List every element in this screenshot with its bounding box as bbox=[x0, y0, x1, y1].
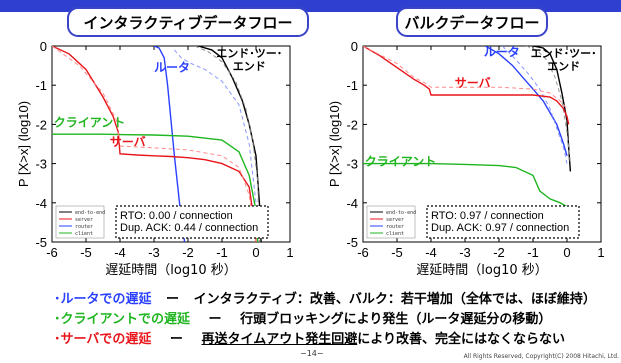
chart-title: インタラクティブデータフロー bbox=[83, 14, 292, 32]
chart-title-box bbox=[67, 7, 309, 37]
bullet-router-prefix: ･ルータでの遅延 bbox=[54, 292, 152, 307]
x-tick-label: -5 bbox=[80, 245, 92, 260]
annotation-label: ルータ bbox=[154, 60, 190, 74]
x-tick-label: -3 bbox=[148, 245, 160, 260]
page-number: −14− bbox=[300, 349, 324, 358]
legend-label: server bbox=[75, 217, 93, 223]
x-tick-label: -4 bbox=[114, 245, 126, 260]
stats-line: Dup. ACK: 0.97 / connection bbox=[431, 222, 569, 234]
x-tick-label: -3 bbox=[459, 245, 471, 260]
annotation-label: サーバ bbox=[110, 135, 146, 149]
x-tick-label: -2 bbox=[493, 245, 505, 260]
x-tick-label: -1 bbox=[527, 245, 539, 260]
bullet-router-text: インタラクティブ：改善、バルク：若干増加（全体では、ほぼ維持） bbox=[193, 292, 596, 307]
x-tick-label: 0 bbox=[252, 245, 259, 260]
bullet-client-prefix: ･クライアントでの遅延 bbox=[54, 312, 190, 327]
legend-label: client bbox=[75, 231, 93, 237]
bullet-server: ･サーバでの遅延 ー 再送タイムアウト発生回避により改善、完全にはなくならない bbox=[54, 330, 614, 350]
bullet-list: ･ルータでの遅延 ー インタラクティブ：改善、バルク：若干増加（全体では、ほぼ維… bbox=[54, 290, 614, 350]
annotation-label: ルータ bbox=[484, 45, 520, 59]
bullet-server-dash: ー bbox=[169, 332, 183, 347]
series-group bbox=[52, 46, 262, 242]
x-axis-label: 遅延時間（log10 秒） bbox=[105, 263, 237, 278]
series-line-client bbox=[363, 162, 568, 208]
y-tick-label: -4 bbox=[35, 196, 47, 211]
annotation-label: サーバ bbox=[455, 76, 491, 90]
y-tick-label: -1 bbox=[346, 78, 358, 93]
chart-panel-interactive: インタラクティブデータフロー -6 -5 -4 -3 -2 -1 0 1 0 -1 -2 -3 -4 -5 遅… bbox=[0, 6, 310, 278]
stats-box bbox=[426, 205, 580, 239]
stats-box bbox=[115, 205, 269, 239]
annotation-label: クライアント bbox=[54, 115, 126, 129]
x-tick-label: -5 bbox=[391, 245, 403, 260]
x-tick-label: -6 bbox=[46, 245, 58, 260]
bullet-server-prefix: ･サーバでの遅延 bbox=[54, 332, 152, 347]
plot-frame bbox=[362, 45, 602, 243]
bullet-client-text: 行頭ブロッキングにより発生（ルータ遅延分の移動） bbox=[240, 312, 552, 327]
y-tick-label: -5 bbox=[346, 235, 358, 250]
series-line-client bbox=[52, 133, 259, 242]
y-tick-label: -1 bbox=[35, 78, 47, 93]
bullet-server-text: により改善、完全にはなくならない bbox=[357, 332, 565, 347]
y-axis-label: P [X>x] (log10) bbox=[327, 101, 342, 187]
annotation-end-to-end: エンド bbox=[547, 60, 580, 73]
y-tick-label: 0 bbox=[40, 39, 47, 54]
series-line-router bbox=[174, 49, 257, 203]
chart-svg: バルクデータフロー-6 -5 -4 -3 -2 -1 0 10-1-2-3-4-5遅延時間（l… bbox=[327, 7, 605, 278]
x-axis-label: 遅延時間（log10 秒） bbox=[416, 263, 548, 278]
stats-line: Dup. ACK: 0.44 / connection bbox=[120, 222, 258, 234]
x-tick-label: 1 bbox=[286, 245, 293, 260]
stats-line: RTO: 0.00 / connection bbox=[120, 210, 233, 222]
bullet-router-dash: ー bbox=[166, 292, 180, 307]
y-tick-label: 0 bbox=[351, 39, 358, 54]
x-tick-label: -2 bbox=[182, 245, 194, 260]
series-line-server bbox=[363, 46, 568, 110]
y-tick-label: -5 bbox=[35, 235, 47, 250]
x-tick-label: -4 bbox=[425, 245, 437, 260]
annotation-end-to-end: エンド bbox=[233, 60, 266, 73]
annotation-end-to-end: エンド･ツー･ bbox=[531, 47, 597, 60]
x-tick-label: 0 bbox=[563, 245, 570, 260]
y-axis-label: P [X>x] (log10) bbox=[16, 101, 31, 187]
copyright: All Rights Reserved, Copyright(C) 2008 H… bbox=[463, 353, 619, 360]
bullet-router: ･ルータでの遅延 ー インタラクティブ：改善、バルク：若干増加（全体では、ほぼ維… bbox=[54, 290, 614, 310]
chart-svg: インタラクティブデータフロー-6 -5 -4 -3 -2 -1 0 10-1-2-3-4-5遅… bbox=[16, 7, 309, 278]
series-line-server bbox=[363, 46, 570, 125]
series-line-router bbox=[502, 46, 568, 164]
chart-panel-bulk: バルクデータフロー -6 -5 -4 -3 -2 -1 0 1 0 -1 -2 -3 -4 -5 遅延時間（l… bbox=[311, 6, 621, 278]
x-tick-label: -1 bbox=[216, 245, 228, 260]
annotation-end-to-end: エンド･ツー･ bbox=[216, 47, 282, 60]
y-tick-label: -3 bbox=[35, 157, 47, 172]
chart-title-box bbox=[396, 7, 548, 37]
y-tick-label: -3 bbox=[346, 157, 358, 172]
series-group bbox=[363, 46, 572, 208]
chart-title: バルクデータフロー bbox=[404, 14, 539, 32]
legend-label: end-to-end bbox=[75, 210, 105, 216]
stats-line: RTO: 0.97 / connection bbox=[431, 210, 544, 222]
annotation-label: クライアント bbox=[365, 155, 437, 169]
x-tick-label: 1 bbox=[597, 245, 604, 260]
y-tick-label: -2 bbox=[346, 117, 358, 132]
x-tick-label: -6 bbox=[357, 245, 369, 260]
y-tick-label: -4 bbox=[346, 196, 358, 211]
series-line-end-to-end bbox=[194, 46, 260, 242]
legend-label: server bbox=[386, 217, 404, 223]
legend-label: end-to-end bbox=[386, 210, 416, 216]
y-tick-label: -2 bbox=[35, 117, 47, 132]
legend-label: client bbox=[386, 231, 404, 237]
bullet-client: ･クライアントでの遅延 ー 行頭ブロッキングにより発生（ルータ遅延分の移動） bbox=[54, 310, 614, 330]
bullet-server-underlined: 再送タイムアウト発生回避 bbox=[201, 332, 358, 347]
bullet-client-dash: ー bbox=[208, 312, 222, 327]
series-line-end-to-end bbox=[526, 46, 571, 164]
series-line-server bbox=[52, 46, 257, 242]
legend-label: router bbox=[75, 224, 93, 230]
plot-frame bbox=[51, 45, 291, 243]
legend-label: router bbox=[386, 224, 404, 230]
